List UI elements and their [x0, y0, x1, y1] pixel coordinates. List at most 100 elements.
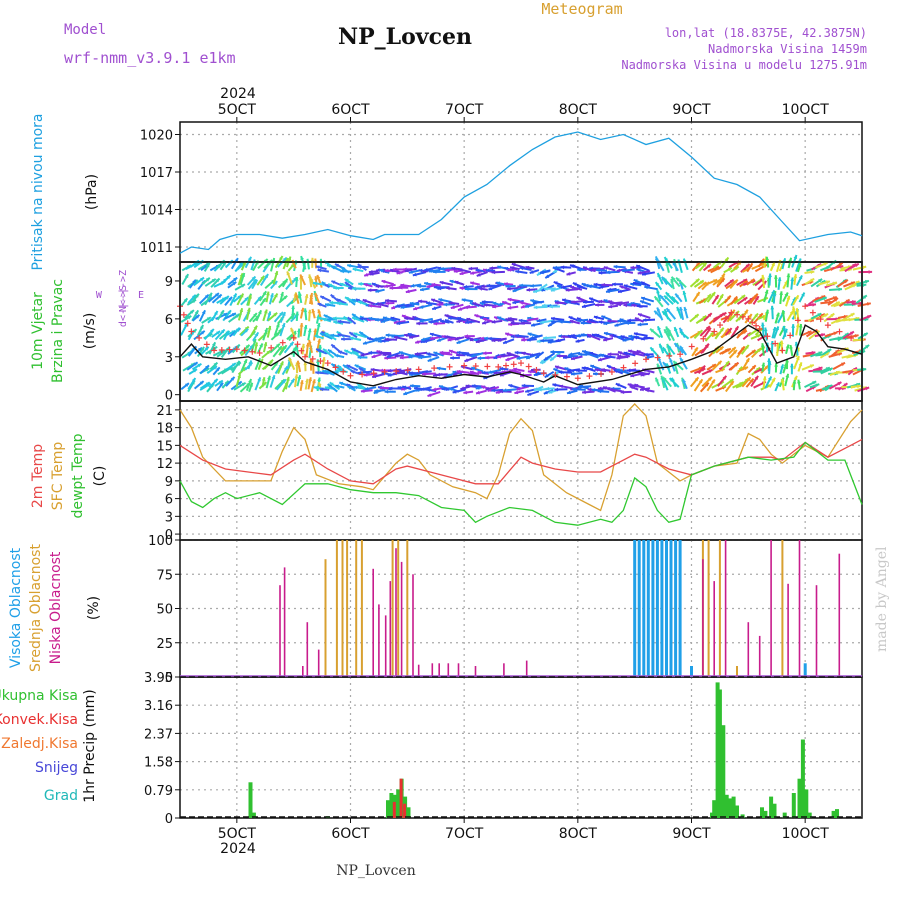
wind-arrow-head	[551, 319, 555, 324]
wind-arrow-head	[451, 266, 456, 271]
cloud-series-0	[633, 540, 807, 677]
wind-arrow-head	[540, 320, 544, 325]
wind-arrow-head	[239, 308, 244, 313]
model-label: Model	[64, 22, 106, 38]
wind-arrow-head	[313, 328, 318, 333]
wind-arrow-head	[695, 278, 700, 283]
wind-arrow-head	[553, 265, 557, 270]
wind-arrow-head	[571, 264, 576, 269]
wind-arrow-head	[336, 298, 341, 303]
wind-arrow-head	[650, 347, 655, 352]
wind-arrow-head	[368, 350, 372, 355]
wind-arrow-head	[640, 300, 645, 304]
wind-arrow-head	[337, 365, 342, 370]
wind-arrow-head	[514, 390, 519, 395]
wind-arrow-head	[724, 257, 729, 262]
wind-arrow-head	[220, 329, 225, 334]
wind-arrow-head	[320, 296, 325, 300]
wind-arrow-head	[532, 300, 537, 305]
wind-arrow-head	[200, 277, 204, 282]
wind-arrow-head	[643, 335, 648, 340]
wind-arrow-head	[398, 369, 402, 373]
wind-arrow-head	[665, 262, 670, 266]
cloud-bar	[317, 649, 320, 677]
wind-arrow-head	[241, 273, 246, 277]
wind-arrow-head	[667, 328, 672, 333]
wind-arrow-head	[765, 256, 770, 261]
precip-bar	[804, 789, 809, 818]
y-tick-label: 0	[165, 389, 173, 404]
wind-arrow-head	[775, 312, 780, 317]
wind-arrow-head	[589, 297, 594, 302]
wind-arrow-head	[620, 369, 625, 374]
wind-arrow-head	[263, 309, 268, 314]
wind-arrow-head	[343, 364, 347, 369]
wind-arrow-head	[626, 368, 631, 373]
wind-arrow-head	[446, 286, 450, 291]
wind-arrow-head	[798, 362, 803, 367]
wind-arrow-head	[571, 371, 575, 376]
wind-arrow-head	[333, 286, 337, 290]
wind-arrow-head	[409, 371, 413, 376]
wind-arrow-head	[488, 336, 492, 341]
wind-arrow-head	[795, 356, 800, 361]
wind-arrow-head	[636, 268, 641, 272]
meteogram-label: Meteogram	[541, 0, 622, 18]
cloud-unit: (%)	[86, 596, 102, 620]
precip-bar	[389, 793, 394, 818]
pressure-title: Pritisak na nivou mora	[30, 113, 46, 270]
wind-arrow-head	[512, 300, 517, 305]
wind-arrow-head	[720, 278, 725, 283]
wind-arrow-head	[258, 310, 262, 315]
wind-arrow-head	[733, 350, 737, 354]
cloud-bar	[457, 663, 460, 677]
wind-arrow-head	[510, 334, 515, 339]
wind-arrow-head	[798, 275, 803, 280]
wind-arrow-head	[335, 263, 339, 268]
wind-arrow-head	[621, 268, 626, 273]
wind-arrow-head	[578, 352, 582, 357]
wind-arrow-head	[533, 289, 538, 293]
wind-arrow-head	[734, 279, 738, 284]
wind-arrow-head	[483, 303, 488, 307]
wind-arrow-head	[669, 378, 674, 382]
wind-arrow-head	[484, 336, 488, 341]
wind-arrow-head	[582, 300, 587, 304]
y-tick-label: 3.95	[144, 671, 173, 686]
wind-arrow-head	[264, 328, 268, 332]
precip-label-snow: Snijeg	[35, 760, 78, 776]
wind-arrow-head	[571, 333, 575, 338]
cloud-bar	[389, 581, 392, 677]
wind-arrow-head	[190, 310, 194, 314]
wind-arrow-head	[569, 319, 574, 324]
wind-arrow-head	[463, 284, 468, 289]
wind-arrow-head	[309, 295, 314, 300]
wind-arrow-head	[596, 353, 601, 358]
wind-arrow-head	[381, 338, 386, 343]
wind-arrow-head	[850, 313, 855, 317]
wind-arrow-head	[353, 385, 358, 390]
wind-arrow-head	[305, 342, 310, 347]
wind-arrow-head	[322, 317, 327, 322]
wind-arrow-head	[432, 270, 437, 274]
wind-arrow-head	[698, 330, 703, 334]
wind-arrow-head	[303, 325, 308, 329]
wind-arrow-head	[358, 282, 362, 286]
wind-arrow-head	[315, 370, 319, 375]
wind-arrow-head	[331, 363, 336, 368]
wind-arrow-head	[502, 388, 507, 393]
wind-arrow-head	[444, 319, 449, 323]
wind-arrow-head	[529, 270, 534, 274]
wind-arrow-head	[767, 361, 772, 365]
wind-arrow-head	[679, 307, 683, 311]
wind-arrow-head	[358, 368, 363, 372]
cloud-bar	[474, 666, 477, 677]
wind-arrow-head	[764, 289, 769, 294]
wind-arrow-head	[638, 313, 642, 317]
wind-arrow-head	[385, 298, 389, 303]
wind-arrow-head	[722, 312, 727, 317]
wind-speed-line	[179, 324, 863, 387]
wind-arrow-head	[558, 370, 563, 375]
wind-arrow-head	[308, 339, 312, 344]
